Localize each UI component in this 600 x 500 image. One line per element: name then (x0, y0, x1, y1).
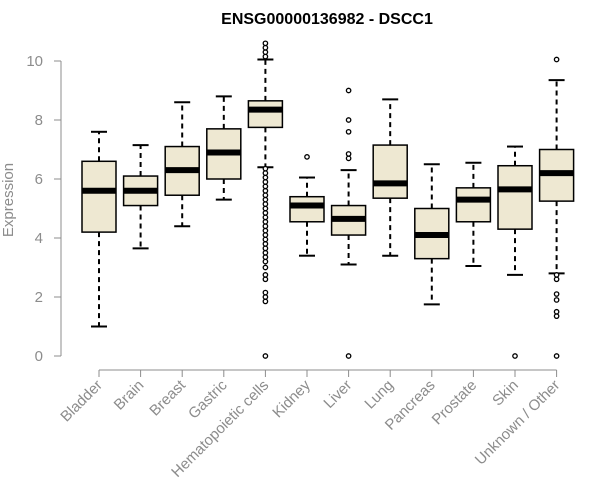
y-tick-label: 8 (35, 112, 43, 129)
box-group (455, 161, 492, 268)
y-tick-label: 6 (35, 171, 43, 188)
iqr-box (289, 195, 325, 223)
outlier-point (262, 227, 269, 234)
outlier-point (262, 258, 269, 265)
boxes (81, 40, 575, 359)
outlier-point (262, 218, 269, 225)
y-tick-label: 10 (26, 53, 43, 70)
outlier-point (262, 232, 269, 238)
box-group (538, 56, 575, 359)
box-group (122, 144, 159, 250)
outlier-point (262, 236, 269, 243)
iqr-box (81, 160, 117, 233)
outlier-point (262, 179, 269, 185)
x-tick-label: Brain (111, 377, 148, 414)
outlier-point (262, 201, 269, 207)
iqr-box (455, 187, 492, 223)
outlier-point (553, 272, 560, 278)
outlier-point (262, 249, 269, 256)
x-tick-label: Bladder (57, 377, 106, 426)
chart-title: ENSG00000136982 - DSCC1 (221, 11, 433, 28)
iqr-box (497, 164, 533, 230)
box-group (81, 130, 117, 328)
x-tick-label: Lung (361, 377, 397, 413)
outlier-point (262, 210, 269, 216)
x-tick-label: Breast (146, 376, 189, 419)
outlier-point (553, 353, 560, 359)
outlier-point (553, 56, 560, 63)
outlier-point (262, 174, 269, 181)
box-group (414, 163, 450, 306)
box-group (372, 98, 408, 257)
y-tick-label: 0 (35, 348, 43, 365)
outlier-point (262, 170, 269, 176)
outlier-point (262, 53, 269, 60)
box-group (289, 154, 325, 257)
outlier-point (553, 313, 560, 320)
outlier-point (262, 40, 269, 47)
x-tick-label: Skin (489, 377, 522, 410)
outlier-point (262, 165, 269, 172)
outlier-point (262, 183, 269, 190)
y-axis-title: Expression (0, 163, 17, 237)
iqr-box (247, 100, 284, 129)
box-group (330, 87, 367, 359)
outlier-point (345, 128, 352, 135)
outlier-point (262, 205, 269, 212)
outlier-point (262, 223, 269, 230)
outlier-point (262, 353, 269, 359)
outlier-point (262, 49, 269, 56)
box-group (497, 145, 533, 359)
x-tick-label: Prostate (429, 377, 481, 429)
outlier-point (553, 291, 560, 297)
y-tick-label: 2 (35, 289, 43, 306)
y-tick-label: 4 (35, 230, 43, 247)
outlier-point (345, 155, 352, 162)
box-group (247, 40, 284, 359)
outlier-point (262, 264, 269, 271)
outlier-point (553, 308, 560, 315)
outlier-point (262, 289, 269, 296)
x-tick-label: Kidney (269, 376, 314, 421)
box-group (164, 101, 200, 228)
x-tick-label: Liver (320, 377, 355, 412)
outlier-point (345, 353, 352, 359)
outlier-point (262, 276, 269, 283)
outlier-point (262, 214, 269, 221)
outlier-point (262, 254, 269, 261)
iqr-box (372, 144, 408, 199)
outlier-point (304, 154, 310, 160)
outlier-point (262, 187, 269, 194)
outlier-point (553, 276, 560, 283)
outlier-point (345, 151, 352, 157)
outlier-point (262, 272, 269, 278)
outlier-point (262, 241, 269, 247)
outlier-point (262, 196, 269, 203)
box-group (206, 95, 242, 201)
outlier-point (262, 294, 269, 300)
outlier-point (262, 192, 269, 199)
outlier-point (553, 297, 560, 303)
outlier-point (512, 353, 518, 359)
outlier-point (262, 298, 269, 305)
outlier-point (262, 245, 269, 252)
outlier-point (345, 87, 352, 94)
axes: 0 2 4 6 8 10 (26, 53, 558, 377)
outlier-point (262, 44, 269, 51)
outlier-point (345, 117, 352, 123)
